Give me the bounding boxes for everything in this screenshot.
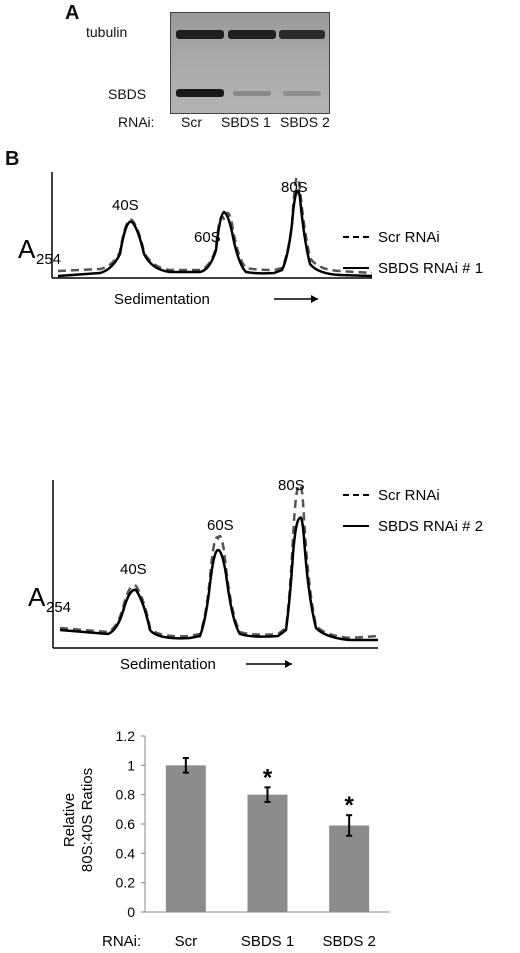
tubulin-band-sbds1 xyxy=(228,30,276,39)
profile-2-scr-trace xyxy=(59,484,379,640)
blot-lane-label-sbds2: SBDS 2 xyxy=(280,114,330,130)
bar-sbds-1 xyxy=(247,794,288,912)
profile-2-ylabel: A xyxy=(28,582,46,612)
significance-asterisk: * xyxy=(263,764,273,791)
bar-chart-ytick-label: 0.8 xyxy=(116,787,136,803)
profile-1-peak-40s: 40S xyxy=(112,197,139,214)
profile-2-legend-sbds: SBDS RNAi # 2 xyxy=(378,518,483,535)
profile-1-legend-scr: Scr RNAi xyxy=(378,229,440,246)
bar-chart-ytick-label: 1 xyxy=(127,757,135,773)
western-blot-image xyxy=(170,12,330,114)
profile-2-xlabel: Sedimentation xyxy=(120,656,216,673)
blot-lane-label-scr: Scr xyxy=(181,114,202,130)
panel-a-letter: A xyxy=(65,2,80,24)
tubulin-band-sbds2 xyxy=(279,30,325,39)
bar-chart-ytick-label: 0.6 xyxy=(116,816,136,832)
bar-chart-category-label: Scr xyxy=(175,933,198,950)
polysome-profile-2: A 254 40S 60S 80S Scr RNAi SBDS RNAi # 2… xyxy=(28,478,483,673)
bar-scr xyxy=(165,765,206,912)
bar-chart-ytick-label: 0.2 xyxy=(116,875,136,891)
tubulin-band-scr xyxy=(176,30,224,39)
bar-chart-ylabel-line-2: 80S:40S Ratios xyxy=(79,768,96,872)
bar-chart-ytick-label: 0 xyxy=(127,904,135,920)
profile-1-scr-trace xyxy=(57,176,373,275)
sbds-band-scr xyxy=(176,89,224,97)
profile-1-ylabel: A xyxy=(18,234,36,264)
significance-asterisk: * xyxy=(344,792,354,819)
bar-chart-category-label: SBDS 1 xyxy=(241,933,294,950)
bar-chart-ytick-label: 0.4 xyxy=(116,845,136,861)
panel-b-letter: B xyxy=(5,148,20,170)
bar-chart-ytick-label: 1.2 xyxy=(116,728,136,744)
profile-1-peak-80s: 80S xyxy=(281,179,308,196)
profile-2-peak-60s: 60S xyxy=(207,517,234,534)
bar-chart-ylabel-line-1: Relative xyxy=(61,793,78,847)
blot-row-label-sbds: SBDS xyxy=(108,86,147,102)
profile-1-sbds-trace xyxy=(57,189,373,278)
profile-1-xlabel: Sedimentation xyxy=(114,291,210,308)
bar-chart-rnai-label: RNAi: xyxy=(102,933,141,950)
profile-2-sbds-trace xyxy=(59,516,378,642)
profile-1-arrowhead xyxy=(311,295,318,303)
profile-2-peak-40s: 40S xyxy=(120,561,147,578)
profile-1-ylabel-subscript: 254 xyxy=(36,251,61,268)
profile-2-ylabel-subscript: 254 xyxy=(46,599,71,616)
blot-lane-label-sbds1: SBDS 1 xyxy=(221,114,271,130)
sbds-band-sbds1 xyxy=(233,91,271,96)
profile-1-peak-60s: 60S xyxy=(194,229,221,246)
blot-row-label-tubulin: tubulin xyxy=(86,24,128,40)
bar-chart-category-label: SBDS 2 xyxy=(322,933,375,950)
bar-chart-ylabel: Relative 80S:40S Ratios xyxy=(61,768,96,872)
blot-rnai-label: RNAi: xyxy=(118,114,155,130)
ratio-bar-chart: Relative 80S:40S Ratios 0 0.2 0.4 0.6 0.8 1 1.… xyxy=(61,728,390,950)
sbds-band-sbds2 xyxy=(283,91,321,96)
polysome-profile-1: A 254 40S 60S 80S Scr RNAi SBDS RNAi # 1… xyxy=(18,172,483,308)
profile-1-legend-sbds: SBDS RNAi # 1 xyxy=(378,260,483,277)
profile-2-arrowhead xyxy=(285,660,292,668)
profile-2-legend-scr: Scr RNAi xyxy=(378,487,440,504)
profile-2-peak-80s: 80S xyxy=(278,478,305,494)
bar-sbds-2 xyxy=(329,825,370,912)
